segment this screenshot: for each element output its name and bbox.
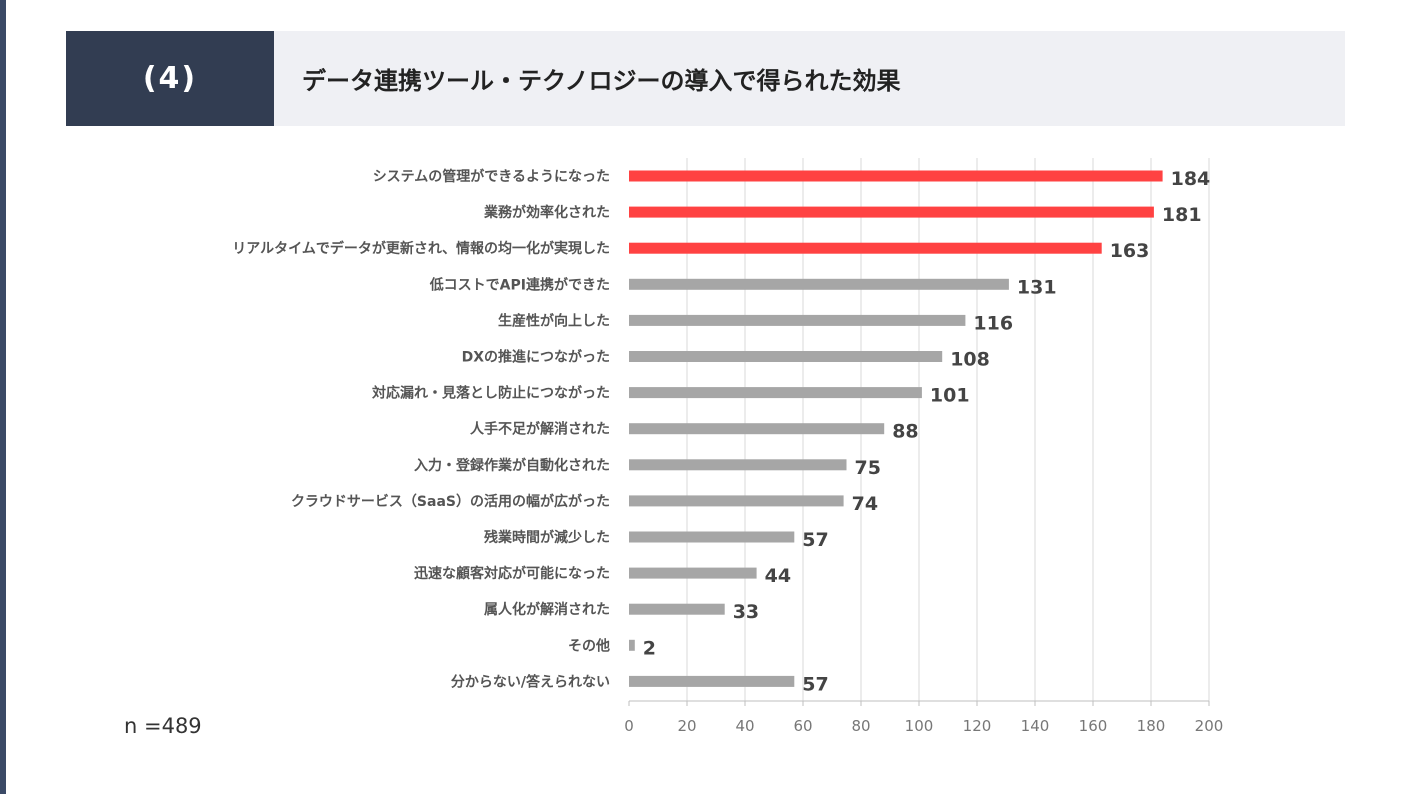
left-edge-strip	[0, 0, 6, 794]
x-tick-label: 120	[963, 717, 992, 735]
data-label: 101	[930, 385, 970, 407]
x-tick-label: 200	[1195, 717, 1224, 735]
data-label: 131	[1017, 276, 1057, 298]
bar	[629, 675, 795, 687]
page-title: データ連携ツール・テクノロジーの導入で得られた効果	[274, 31, 1345, 126]
x-tick-label: 20	[677, 717, 696, 735]
category-label: 分からない/答えられない	[451, 673, 610, 690]
x-tick-label: 160	[1079, 717, 1108, 735]
bar	[629, 495, 844, 507]
bar	[629, 314, 966, 326]
category-label: 人手不足が解消された	[470, 421, 610, 438]
x-tick-label: 40	[735, 717, 754, 735]
bar	[629, 206, 1154, 218]
category-label: 属人化が解消された	[484, 601, 610, 618]
data-label: 181	[1162, 204, 1202, 226]
category-label: 業務が効率化された	[483, 204, 610, 221]
data-label: 44	[765, 565, 791, 587]
bar	[629, 459, 847, 471]
data-label: 163	[1110, 240, 1150, 262]
category-label: 迅速な顧客対応が可能になった	[414, 565, 610, 582]
data-label: 116	[973, 312, 1013, 334]
bar	[629, 639, 635, 651]
category-label: リアルタイムでデータが更新され、情報の均一化が実現した	[232, 240, 610, 257]
x-tick-label: 100	[905, 717, 934, 735]
data-label: 57	[802, 673, 828, 695]
sample-size-note: n =489	[124, 714, 202, 738]
bar	[629, 567, 757, 579]
bar	[629, 423, 885, 435]
bar	[629, 278, 1009, 290]
x-tick-label: 180	[1137, 717, 1166, 735]
bar	[629, 603, 725, 615]
x-tick-label: 80	[851, 717, 870, 735]
category-label: その他	[568, 637, 610, 654]
data-label: 108	[950, 349, 990, 371]
bar	[629, 351, 943, 362]
category-label: 対応漏れ・見落とし防止につながった	[371, 385, 610, 402]
category-label: DXの推進につながった	[462, 349, 610, 366]
x-tick-label: 0	[624, 717, 634, 735]
section-number: (4)	[66, 31, 274, 126]
category-label: クラウドサービス（SaaS）の活用の幅が広がった	[291, 493, 610, 510]
data-label: 33	[733, 601, 759, 623]
data-label: 88	[892, 421, 918, 443]
bar	[629, 531, 795, 543]
data-label: 2	[643, 637, 656, 659]
category-label: 入力・登録作業が自動化された	[414, 457, 610, 474]
x-tick-label: 140	[1021, 717, 1050, 735]
data-label: 74	[852, 493, 878, 515]
category-label: 生産性が向上した	[498, 312, 610, 329]
x-tick-label: 60	[793, 717, 812, 735]
category-label: システムの管理ができるようになった	[373, 168, 610, 185]
bar	[629, 170, 1163, 182]
data-label: 184	[1171, 168, 1211, 190]
category-label: 低コストでAPI連携ができた	[429, 276, 610, 293]
bar	[629, 242, 1102, 254]
data-label: 75	[855, 457, 881, 479]
data-label: 57	[802, 529, 828, 551]
bar	[629, 387, 922, 399]
category-label: 残業時間が減少した	[484, 529, 610, 546]
